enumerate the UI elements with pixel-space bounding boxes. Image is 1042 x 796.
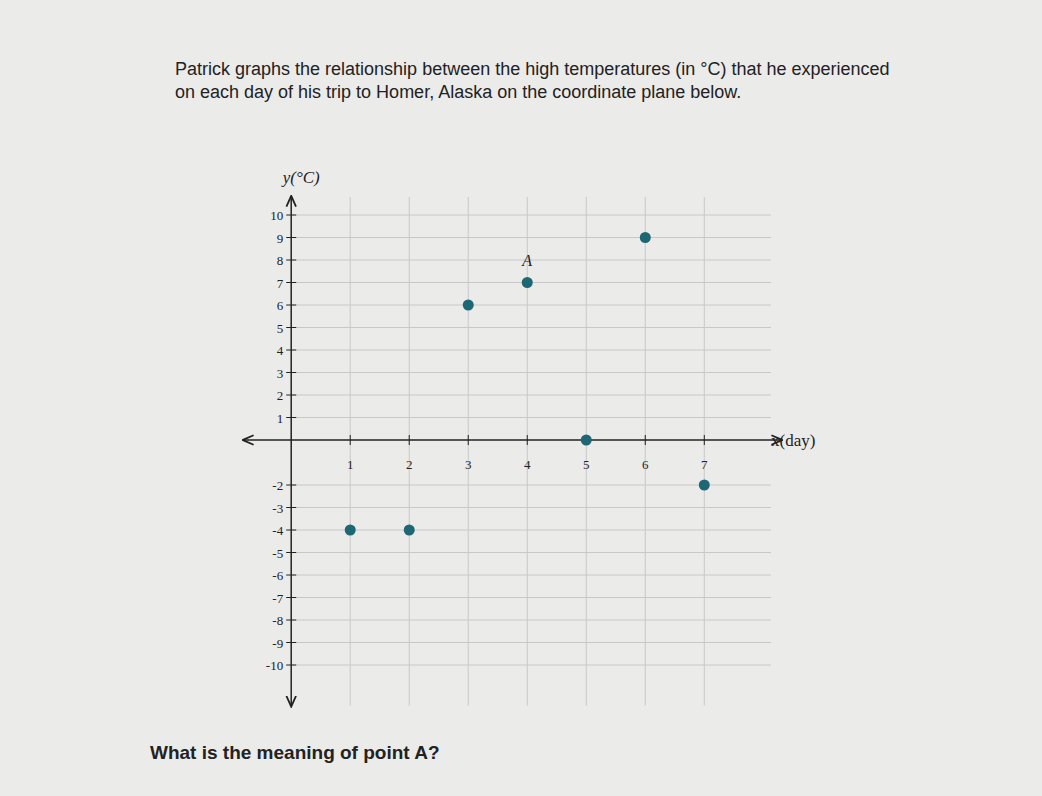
y-tick-label: 10 <box>270 208 283 223</box>
x-tick-label: 5 <box>583 457 590 472</box>
y-axis-label: y(°C) <box>281 168 320 187</box>
y-tick-label: -10 <box>266 658 283 673</box>
data-point <box>345 525 356 536</box>
x-axis <box>244 439 781 441</box>
x-axis-label: x(day) <box>771 431 815 450</box>
y-tick-label: 3 <box>277 366 284 381</box>
x-tick-label: 3 <box>465 457 472 472</box>
grid-line-x <box>409 197 410 706</box>
x-tick <box>409 435 410 445</box>
grid-line-y <box>291 417 771 418</box>
y-tick <box>286 327 296 328</box>
y-tick-label: 9 <box>277 231 284 246</box>
y-tick-label: -2 <box>272 478 283 493</box>
grid-line-y <box>291 395 771 396</box>
y-tick-label: -5 <box>272 546 283 561</box>
y-tick <box>286 260 296 261</box>
y-tick-label: 8 <box>277 253 284 268</box>
y-tick <box>286 507 296 508</box>
y-tick-label: 2 <box>277 388 284 403</box>
grid-line-y <box>291 215 771 216</box>
data-point <box>522 277 533 288</box>
x-tick <box>468 435 469 445</box>
data-point <box>640 232 651 243</box>
grid-line-y <box>291 642 771 643</box>
y-tick <box>286 237 296 238</box>
grid-line-y <box>291 350 771 351</box>
x-tick <box>527 435 528 445</box>
grid-line-y <box>291 665 771 666</box>
y-tick-label: -6 <box>272 568 283 583</box>
grid-line-y <box>291 372 771 373</box>
y-tick <box>286 575 296 576</box>
y-tick <box>286 417 296 418</box>
y-tick-label: -8 <box>272 613 283 628</box>
y-tick <box>286 665 296 666</box>
y-tick <box>286 642 296 643</box>
x-tick-label: 6 <box>642 457 649 472</box>
y-tick-label: 6 <box>277 298 284 313</box>
grid-line-x <box>645 197 646 706</box>
y-tick <box>286 305 296 306</box>
grid-line-y <box>291 327 771 328</box>
data-point <box>463 300 474 311</box>
y-tick <box>286 597 296 598</box>
y-tick <box>286 215 296 216</box>
grid-line-x <box>350 197 351 706</box>
grid-line-y <box>291 507 771 508</box>
y-tick <box>286 485 296 486</box>
grid-line-x <box>586 197 587 706</box>
y-tick <box>286 350 296 351</box>
x-tick-label: 7 <box>701 457 708 472</box>
x-tick-label: 2 <box>406 457 413 472</box>
data-point <box>699 480 710 491</box>
y-tick <box>286 552 296 553</box>
chart: 1 2 3 4 5 6 7 -10 -9 -8 -7 -6 -5 -4 -3 -2 1 2 3 4 5 6 7 8 9 10 y(°… <box>0 0 1042 796</box>
y-tick <box>286 372 296 373</box>
x-tick-label: 1 <box>347 457 354 472</box>
y-axis <box>290 197 292 706</box>
y-tick <box>286 395 296 396</box>
data-point <box>581 435 592 446</box>
intro-text: Patrick graphs the relationship between … <box>175 58 905 104</box>
y-tick-label: -7 <box>272 591 283 606</box>
grid-line-y <box>291 620 771 621</box>
grid-line-y <box>291 552 771 553</box>
y-tick-label: 1 <box>277 411 284 426</box>
y-tick-label: 4 <box>277 343 284 358</box>
y-tick <box>286 530 296 531</box>
y-tick-label: -9 <box>272 636 283 651</box>
y-tick-label: 7 <box>277 276 284 291</box>
grid-line-y <box>291 575 771 576</box>
y-tick-label: 5 <box>277 321 284 336</box>
y-tick-label: -4 <box>272 523 283 538</box>
data-point <box>404 525 415 536</box>
points <box>345 232 710 536</box>
grid-line-x <box>527 197 528 706</box>
grid-line-y <box>291 530 771 531</box>
grid-line-x <box>468 197 469 706</box>
grid-line-y <box>291 305 771 306</box>
x-tick <box>704 435 705 445</box>
grid-line-y <box>291 597 771 598</box>
grid-line-y <box>291 237 771 238</box>
point-label: A <box>521 252 532 269</box>
grid-line-x <box>704 197 705 706</box>
y-tick <box>286 620 296 621</box>
x-tick <box>350 435 351 445</box>
x-tick-label: 4 <box>524 457 531 472</box>
question-text: What is the meaning of point A? <box>150 742 440 764</box>
x-tick <box>645 435 646 445</box>
y-tick <box>286 282 296 283</box>
y-tick-label: -3 <box>272 501 283 516</box>
